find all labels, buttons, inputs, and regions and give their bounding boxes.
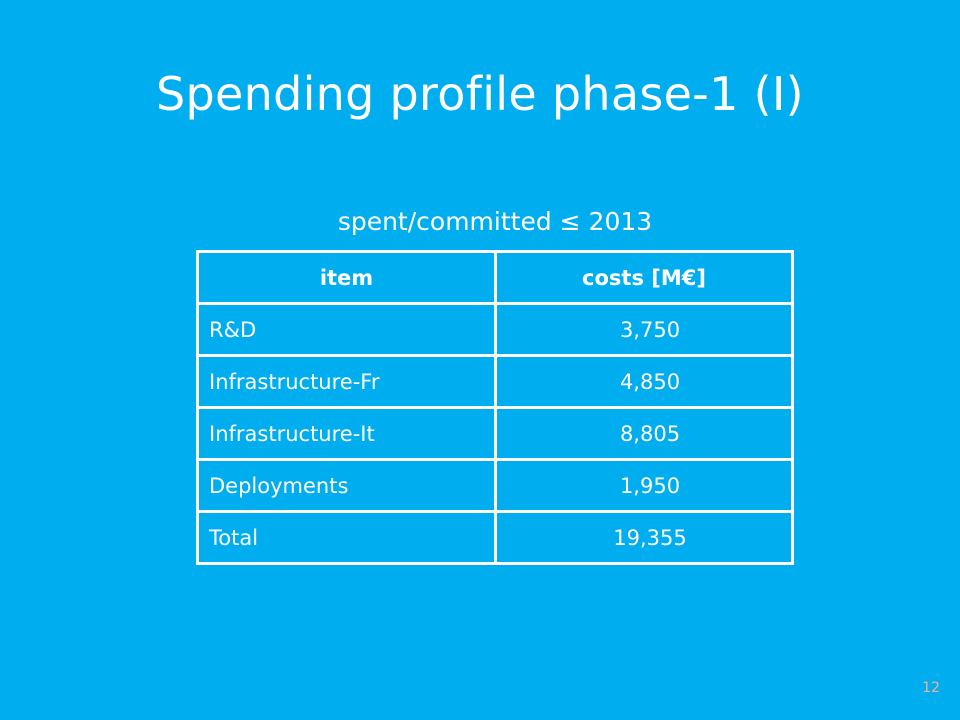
item-cell: R&D xyxy=(196,302,497,357)
item-cell: Infrastructure-It xyxy=(196,406,497,461)
table-caption: spent/committed ≤ 2013 xyxy=(337,207,653,236)
cost-cell: 19,355 xyxy=(494,510,794,565)
spending-table: item costs [M€] R&D 3,750 Infrastructure… xyxy=(196,250,794,565)
cost-cell: 4,850 xyxy=(494,354,794,409)
column-header-costs: costs [M€] xyxy=(494,250,794,305)
table-header-row: item costs [M€] xyxy=(196,250,794,305)
table-row-total: Total 19,355 xyxy=(196,510,794,565)
table-row: R&D 3,750 xyxy=(196,302,794,357)
table-row: Infrastructure-It 8,805 xyxy=(196,406,794,461)
slide-title: Spending profile phase-1 (I) xyxy=(156,67,804,121)
item-cell: Total xyxy=(196,510,497,565)
item-cell: Deployments xyxy=(196,458,497,513)
cost-cell: 8,805 xyxy=(494,406,794,461)
item-cell: Infrastructure-Fr xyxy=(196,354,497,409)
cost-cell: 3,750 xyxy=(494,302,794,357)
table-row: Infrastructure-Fr 4,850 xyxy=(196,354,794,409)
cost-cell: 1,950 xyxy=(494,458,794,513)
page-number: 12 xyxy=(922,680,940,696)
column-header-item: item xyxy=(196,250,497,305)
table-row: Deployments 1,950 xyxy=(196,458,794,513)
